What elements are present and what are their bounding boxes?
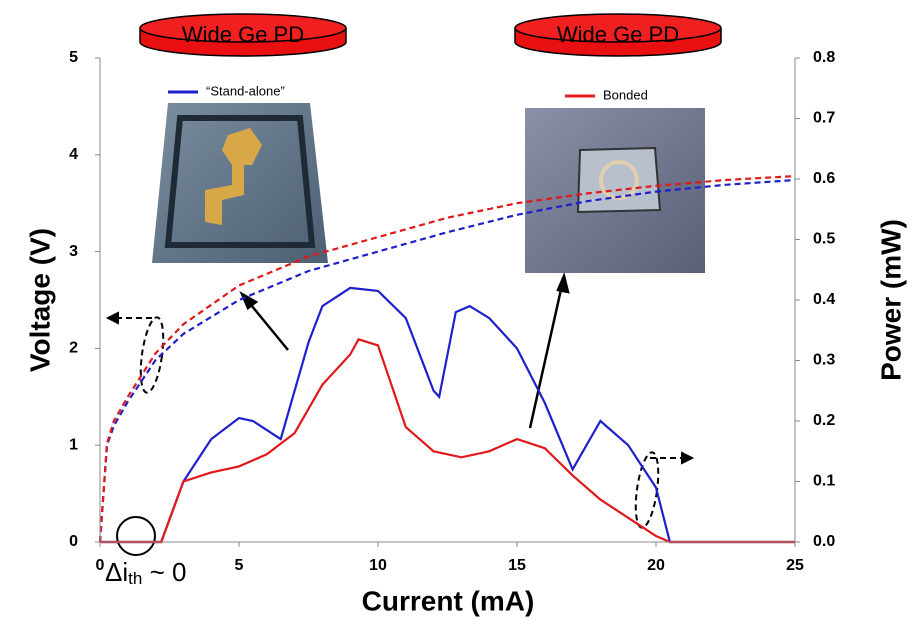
series-line xyxy=(100,286,795,544)
threshold-base: Δi xyxy=(105,557,128,587)
y2-tick-label: 0.2 xyxy=(813,412,835,429)
photo xyxy=(152,103,705,273)
threshold-label: Δith ~ 0 xyxy=(105,557,186,589)
y2-tick-label: 0.3 xyxy=(813,352,835,369)
y-axis-label: Voltage (V) xyxy=(24,228,55,372)
y-tick-label: 0 xyxy=(69,533,78,550)
x-axis-label: Current (mA) xyxy=(362,585,535,616)
cylinder xyxy=(139,13,722,57)
y-tick-label: 4 xyxy=(69,146,78,163)
x-tick-label: 20 xyxy=(647,557,665,574)
annotation: Wide Ge PD xyxy=(557,22,679,47)
y-tick-label: 1 xyxy=(69,436,78,453)
series-line xyxy=(98,178,796,543)
y-tick-label: 3 xyxy=(69,243,78,260)
series-line xyxy=(100,337,795,544)
x-tick-label: 5 xyxy=(235,557,244,574)
y-tick-label: 2 xyxy=(69,340,78,357)
x-tick-label: 15 xyxy=(508,557,526,574)
marker xyxy=(105,311,695,556)
y2-axis-label: Power (mW) xyxy=(875,219,906,381)
legend-label: “Stand-alone” xyxy=(206,83,285,98)
series-line xyxy=(98,175,796,543)
x-tick-label: 25 xyxy=(786,557,804,574)
y2-tick-label: 0.4 xyxy=(813,291,835,308)
arrow xyxy=(239,272,570,429)
y-tick-label: 5 xyxy=(69,49,78,66)
y2-tick-label: 0.5 xyxy=(813,231,835,248)
y2-tick-label: 0.0 xyxy=(813,533,835,550)
y2-tick-label: 0.6 xyxy=(813,170,835,187)
legend-label: Bonded xyxy=(603,87,648,102)
annotation: Wide Ge PD xyxy=(182,22,304,47)
y2-tick-label: 0.1 xyxy=(813,473,835,490)
x-tick-label: 10 xyxy=(369,557,387,574)
y2-tick-label: 0.7 xyxy=(813,110,835,127)
y2-tick-label: 0.8 xyxy=(813,49,835,66)
x-tick-label: 0 xyxy=(96,557,105,574)
threshold-sub: th xyxy=(128,569,142,588)
threshold-rest: ~ 0 xyxy=(142,557,186,587)
